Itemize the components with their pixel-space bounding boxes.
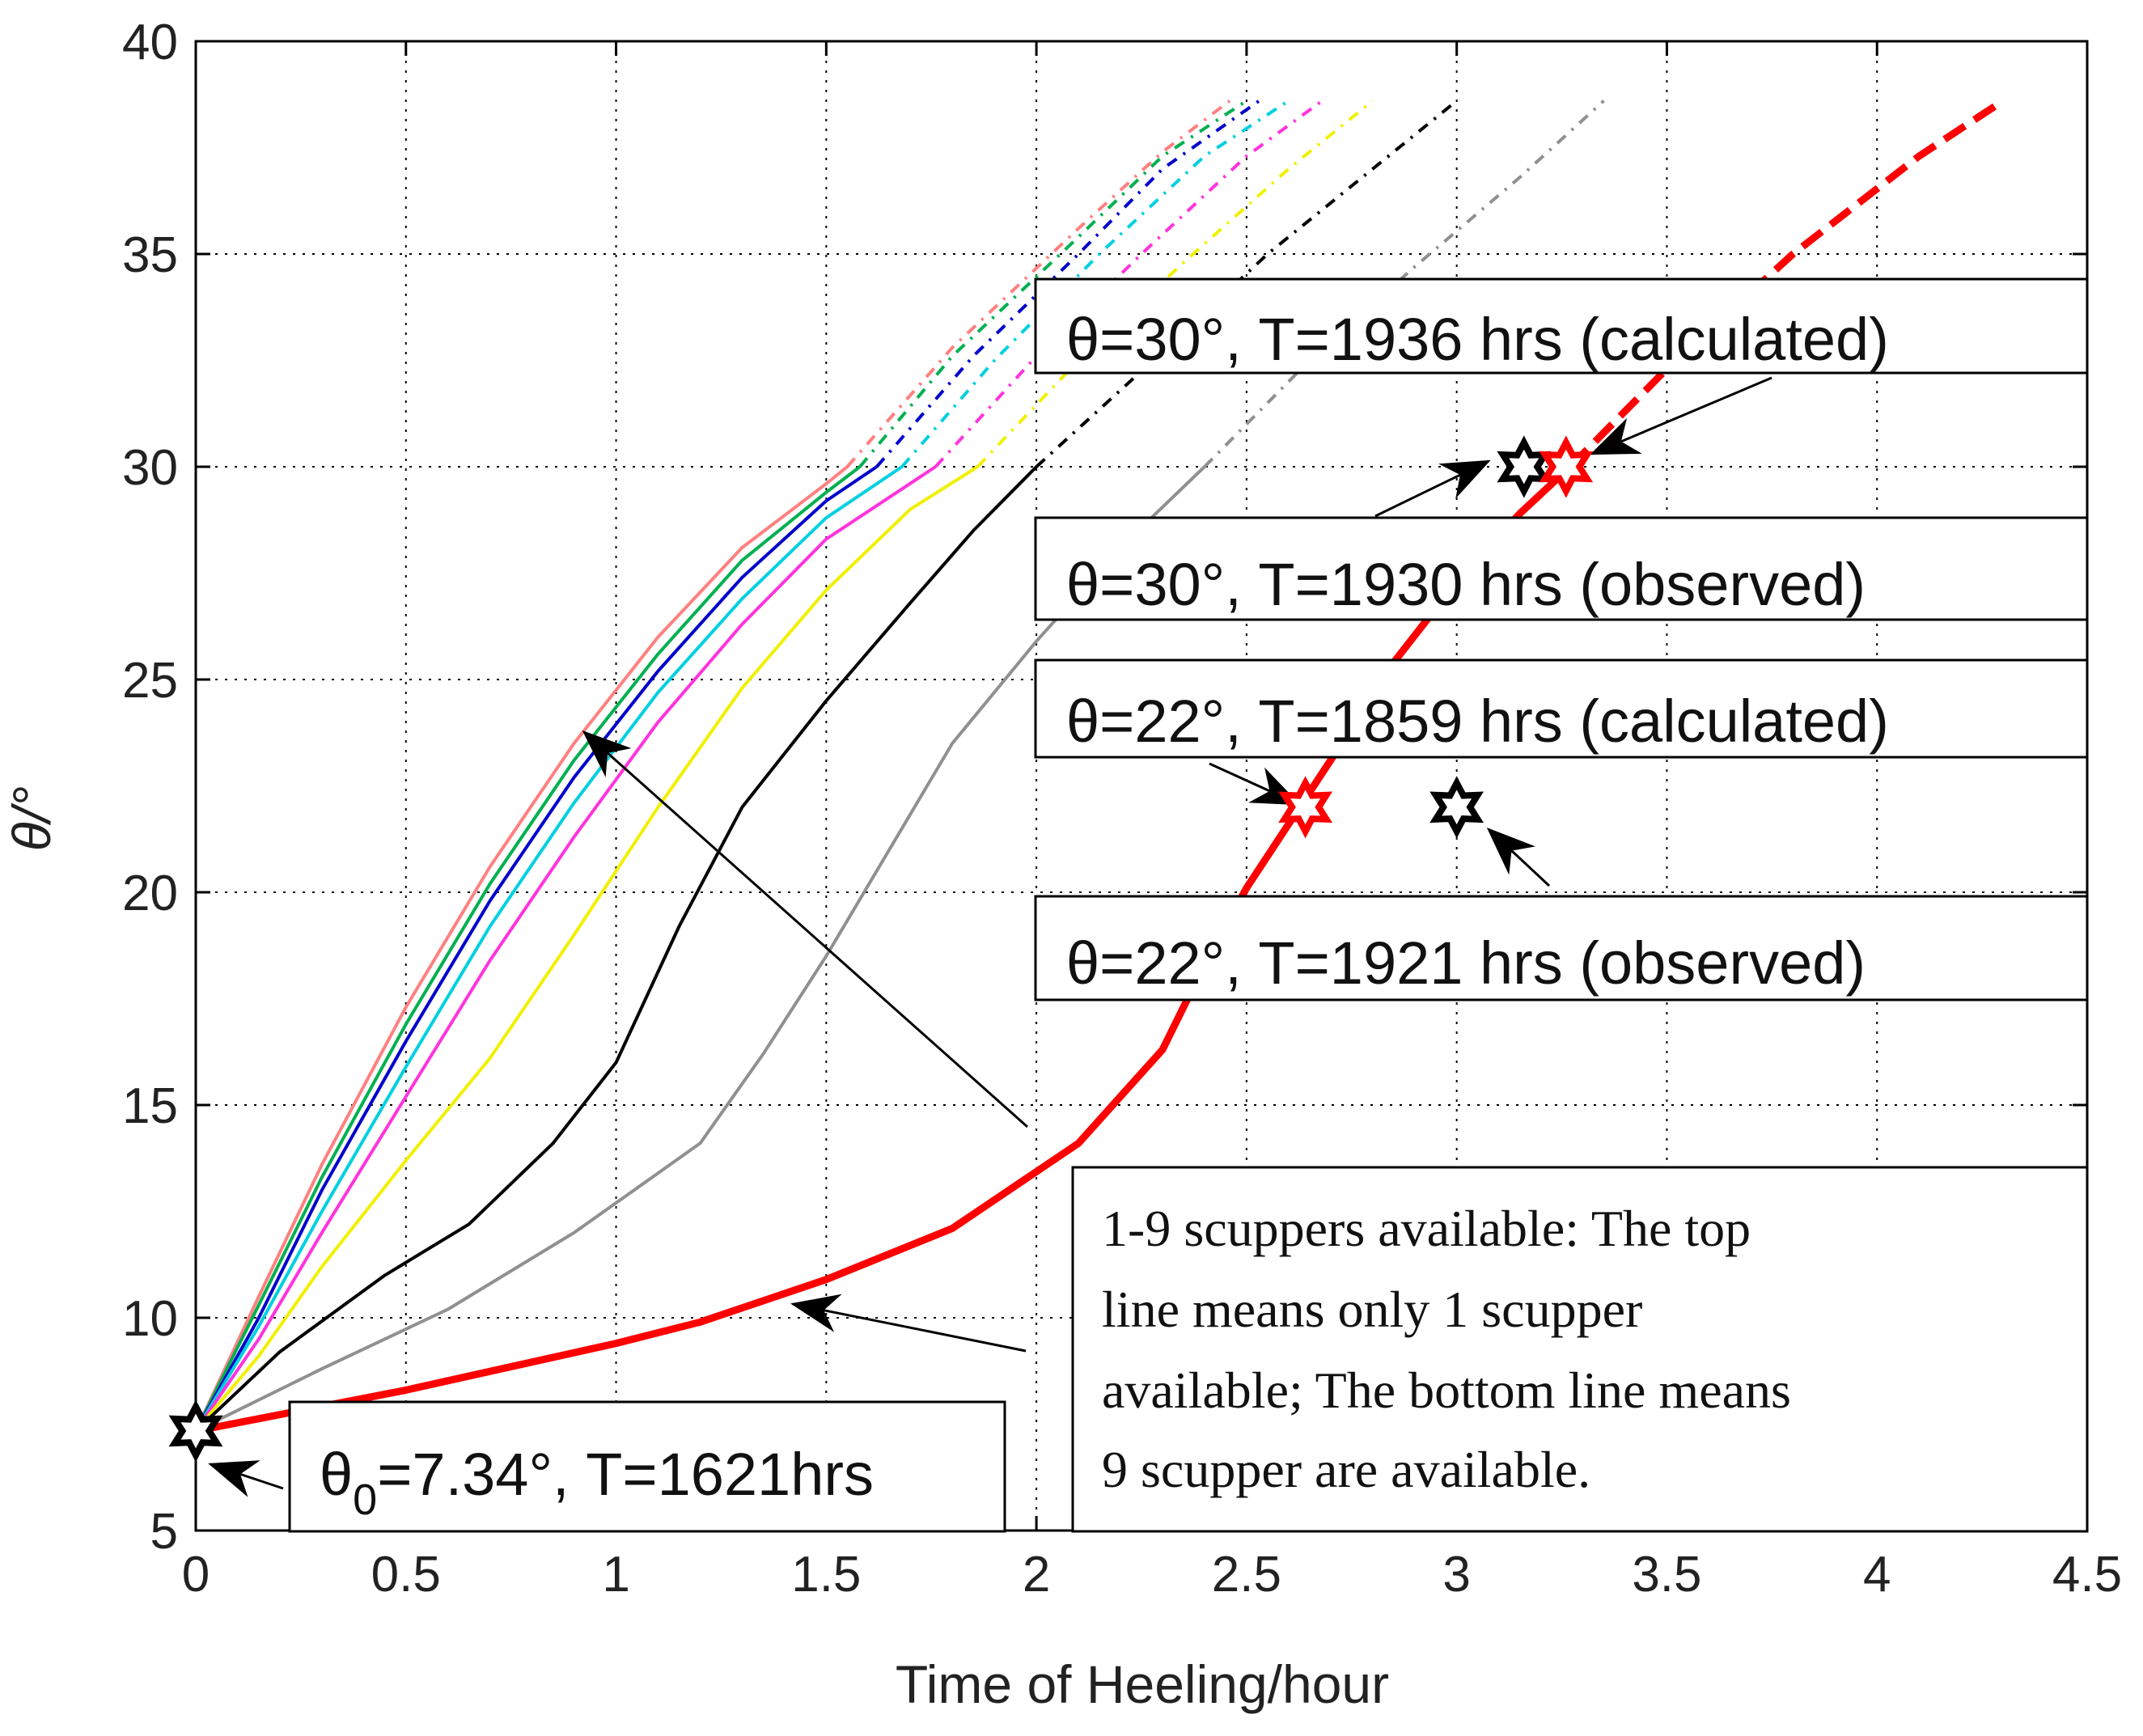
y-tick-label: 25 <box>122 653 178 709</box>
series-line-dashed <box>976 100 1374 468</box>
series-line-dashed <box>934 99 1323 468</box>
axis-ticks: 0 0.5 1 1.5 2 2.5 3 3.5 4 4.5 5 10 15 20 25 30 35 40 <box>122 15 2122 1603</box>
series-line-solid <box>194 465 849 1432</box>
x-tick-label: 3.5 <box>1632 1547 1701 1603</box>
annotation-box-calc30 <box>1034 277 2089 375</box>
star-marker <box>168 1399 223 1463</box>
y-tick-label: 40 <box>122 15 178 70</box>
x-tick-label: 0 <box>182 1547 210 1603</box>
series-line-dashed <box>1567 97 2005 470</box>
annotation-box-obs22 <box>1034 895 2089 1001</box>
series-line-solid <box>195 465 1206 1433</box>
annotation-box-obs30 <box>1034 516 2089 621</box>
note-line-1: 1-9 scuppers available: The top <box>1102 1200 1751 1257</box>
series-line-dashed <box>1035 100 1458 468</box>
annotation-arrow <box>208 1460 284 1497</box>
annotation-theta0: θ0=7.34°, T=1621hrs <box>320 1441 874 1524</box>
annotation-obs22: θ=22°, T=1921 hrs (observed) <box>1066 929 1866 997</box>
theta0-value: =7.34°, T=1621hrs <box>377 1441 874 1508</box>
y-tick-label: 5 <box>150 1504 178 1560</box>
annotation-calc22: θ=22°, T=1859 hrs (calculated) <box>1066 688 1889 755</box>
annotation-arrow <box>1590 376 1772 455</box>
y-tick-label: 10 <box>122 1291 178 1347</box>
star-marker <box>1497 435 1552 498</box>
annotation-arrow <box>1374 459 1491 518</box>
x-tick-label: 3 <box>1442 1547 1470 1603</box>
annotations: θ=30°, T=1936 hrs (calculated) θ=30°, T=… <box>288 277 2089 1533</box>
annotation-arrow <box>790 1294 1027 1353</box>
annotation-obs30: θ=30°, T=1930 hrs (observed) <box>1066 551 1866 618</box>
series-line-dashed <box>858 99 1247 468</box>
series-line-solid <box>194 465 878 1432</box>
x-tick-label: 2 <box>1023 1547 1050 1603</box>
series-line-dashed <box>845 100 1231 468</box>
series-line-dashed <box>875 99 1260 468</box>
y-tick-label: 30 <box>122 440 178 496</box>
note-line-2: line means only 1 scupper <box>1102 1281 1642 1338</box>
y-tick-label: 20 <box>122 866 178 921</box>
note-line-3: available; The bottom line means <box>1102 1361 1791 1419</box>
annotation-box-note <box>1071 1166 2089 1533</box>
star-marker <box>1539 435 1594 498</box>
annotation-arrow <box>582 730 1028 1128</box>
x-axis-label: Time of Heeling/hour <box>896 1654 1389 1714</box>
series-line-solid <box>194 465 904 1432</box>
annotation-arrow <box>1486 827 1551 887</box>
series-line-solid <box>194 465 862 1432</box>
y-axis-label: θ/° <box>2 786 61 852</box>
series-line-dashed <box>900 99 1290 468</box>
star-marker <box>1429 776 1484 839</box>
star-marker <box>1278 776 1333 839</box>
x-tick-label: 4.5 <box>2052 1547 2122 1603</box>
series-line-solid <box>194 465 937 1433</box>
series-line-solid <box>194 465 979 1433</box>
x-tick-label: 1 <box>602 1547 629 1603</box>
note-line-4: 9 scupper are available. <box>1102 1441 1590 1498</box>
theta0-subscript: 0 <box>353 1476 377 1524</box>
series-line-solid <box>195 464 1573 1435</box>
series-line-dashed <box>1203 100 1605 468</box>
x-tick-label: 2.5 <box>1212 1547 1281 1603</box>
x-tick-label: 0.5 <box>371 1547 441 1603</box>
annotation-box-calc22 <box>1034 658 2089 759</box>
series-group <box>194 97 2005 1435</box>
theta0-symbol: θ <box>320 1441 353 1508</box>
series-line-solid <box>194 465 1038 1433</box>
x-tick-label: 1.5 <box>791 1547 861 1603</box>
annotation-box-theta0 <box>288 1400 1006 1533</box>
x-tick-label: 4 <box>1863 1547 1891 1603</box>
annotation-calc30: θ=30°, T=1936 hrs (calculated) <box>1066 306 1889 373</box>
y-tick-label: 35 <box>122 227 178 283</box>
markers <box>168 435 1594 1463</box>
annotation-arrows <box>208 376 1772 1497</box>
y-tick-label: 15 <box>122 1078 178 1134</box>
